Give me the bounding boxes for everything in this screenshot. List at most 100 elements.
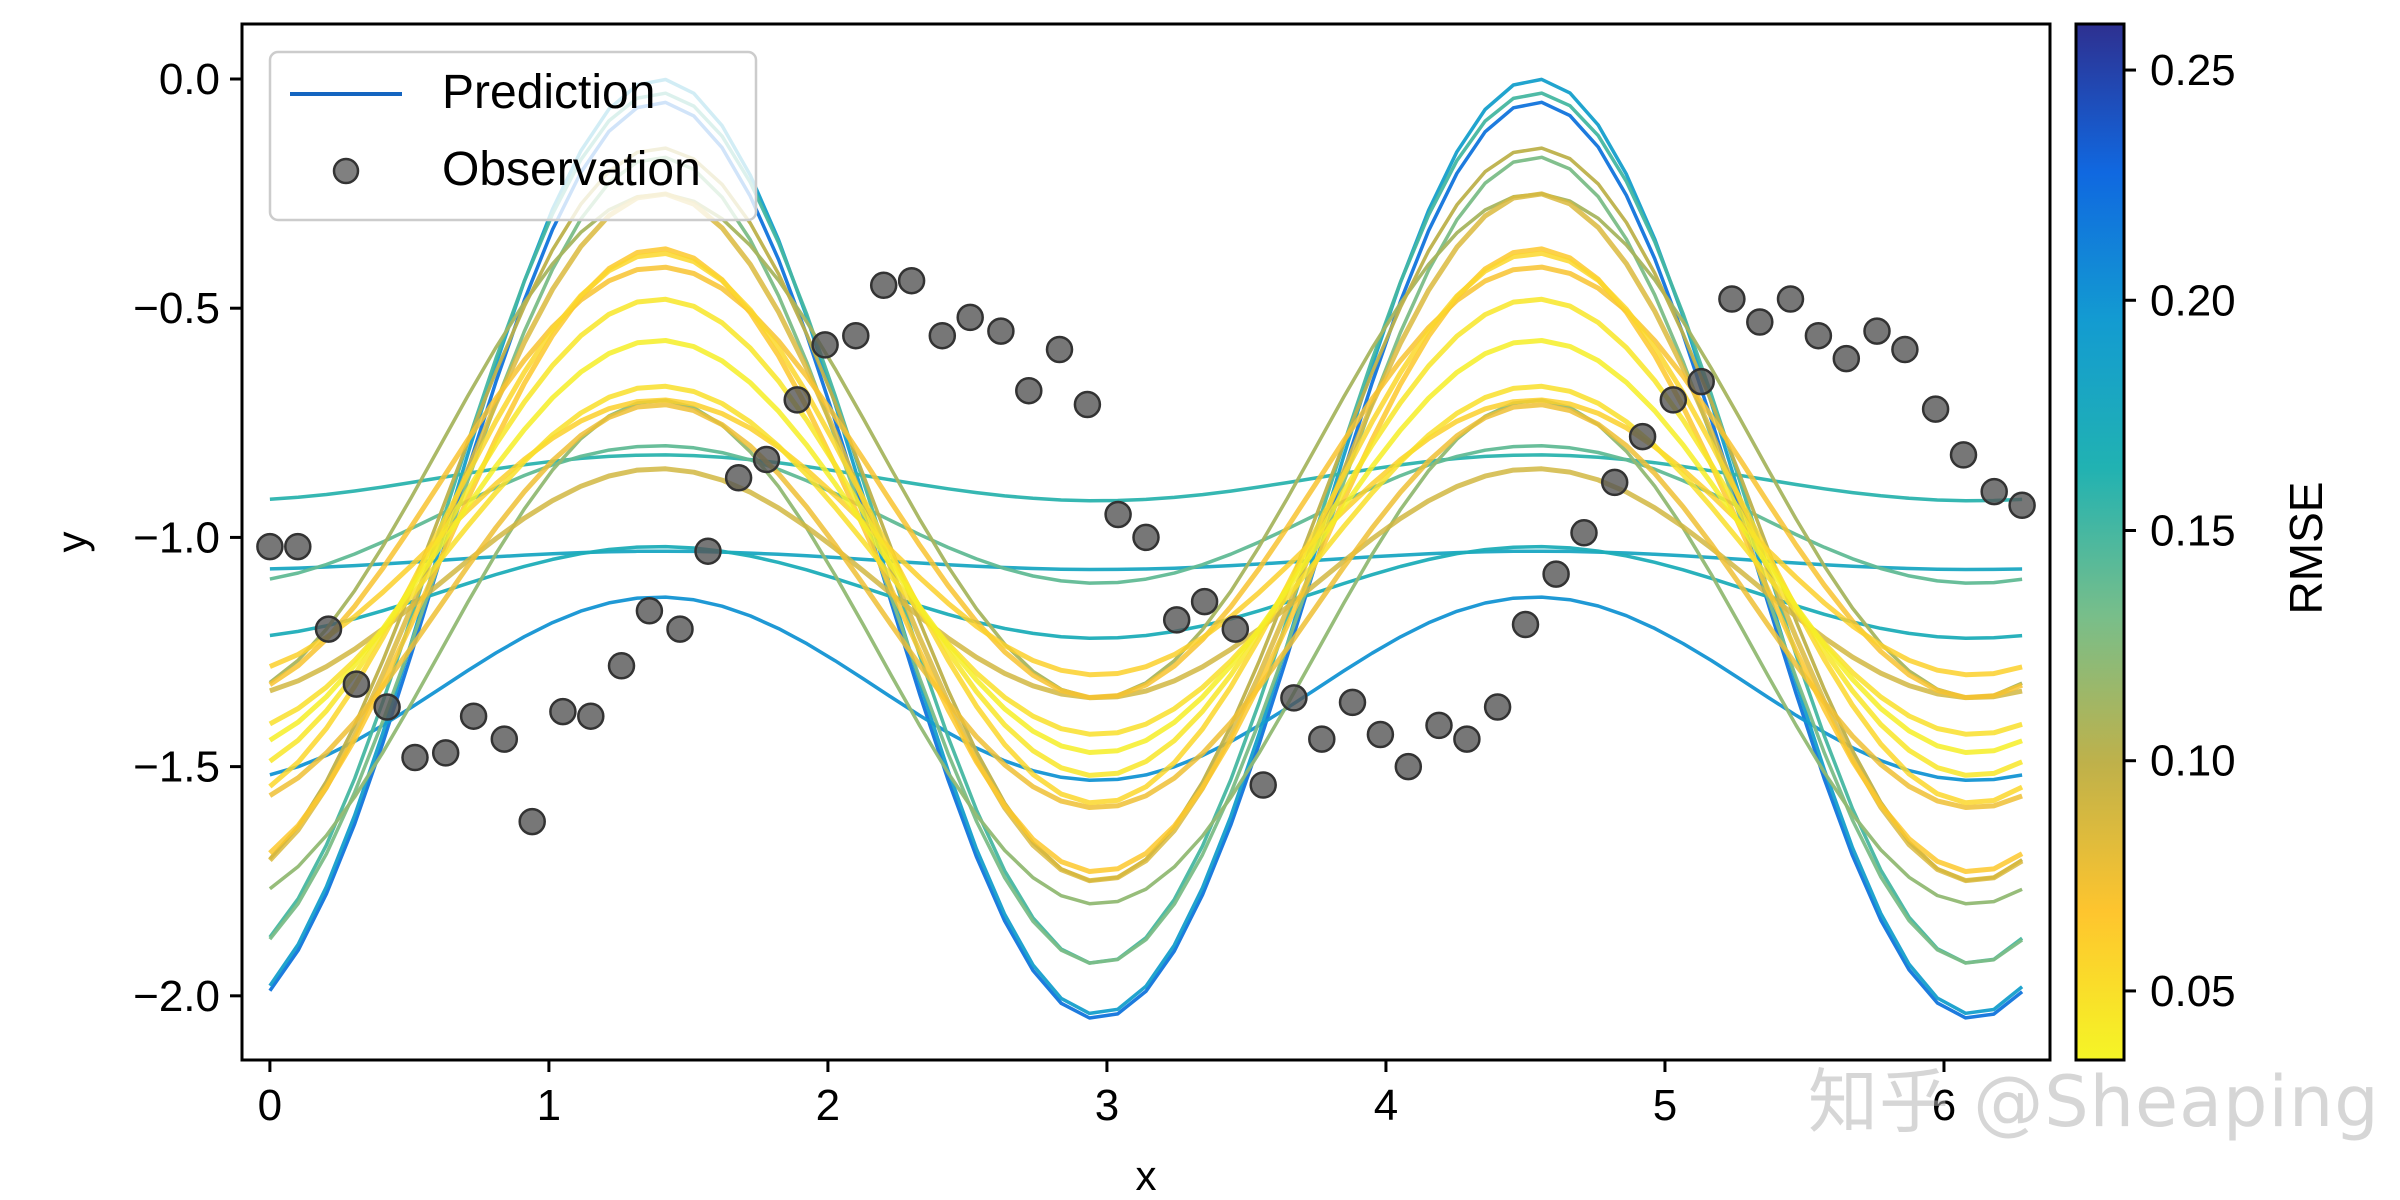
observation-point [342, 670, 371, 698]
observation-point [724, 464, 753, 492]
observation-point [1542, 560, 1570, 588]
colorbar-tick-label: 0.15 [2150, 506, 2236, 555]
observation-point [694, 537, 722, 565]
observation-point [1280, 684, 1308, 712]
prediction-curve [269, 466, 2023, 701]
observation-point [635, 597, 664, 625]
observation-point [2008, 491, 2036, 520]
observation-point [401, 743, 429, 772]
observation-point [1570, 519, 1598, 547]
y-axis-label: y [48, 532, 95, 553]
observation-point [783, 386, 811, 414]
prediction-curve [269, 453, 2023, 503]
observation-point [1249, 771, 1277, 799]
prediction-curve [269, 595, 2023, 782]
legend: Prediction Observation [268, 50, 758, 222]
observation-point [928, 321, 957, 350]
x-tick-label: 1 [537, 1081, 561, 1130]
prediction-curve [268, 338, 2023, 755]
colorbar-gradient [2074, 22, 2126, 1062]
observation-point [1015, 376, 1043, 405]
prediction-curve [268, 402, 2023, 810]
observation-point [1863, 317, 1891, 345]
colorbar-tick-label: 0.25 [2150, 46, 2236, 95]
observation-point [256, 532, 284, 561]
plot-frame [240, 22, 2052, 1062]
y-tick-label: 0.0 [159, 55, 220, 104]
observation-point [1190, 587, 1219, 616]
observation-point [577, 702, 605, 730]
observation-point [1104, 500, 1132, 529]
x-tick-label: 5 [1653, 1081, 1677, 1130]
observation-point [1746, 308, 1774, 336]
observation-point [1718, 285, 1746, 313]
x-tick-label: 4 [1374, 1081, 1398, 1130]
observation-point [1804, 321, 1833, 350]
observation-point [1891, 335, 1919, 364]
observation-point [459, 702, 488, 730]
observation-point [431, 739, 460, 767]
y-axis-ticks: 0.0 −0.5 −1.0 −1.5 −2.0 [133, 55, 242, 1021]
observation-point [1483, 693, 1512, 721]
observation-point [490, 725, 519, 753]
observation-point [1073, 390, 1102, 419]
observation-point [752, 445, 781, 474]
prediction-curve [268, 398, 2023, 906]
observation-point [1659, 386, 1688, 414]
prediction-curve [268, 383, 2023, 737]
observation-point [1921, 395, 1950, 423]
observation-point [1366, 720, 1395, 749]
observation-point [666, 615, 694, 643]
observation-point [1394, 752, 1423, 781]
legend-label-prediction: Prediction [442, 66, 655, 119]
observation-point [518, 807, 546, 836]
observation-point [1980, 477, 2008, 506]
colorbar-label: RMSE [2280, 482, 2332, 615]
observation-point [1600, 468, 1629, 497]
x-axis-label: x [1136, 1152, 1157, 1199]
observation-points [256, 266, 2036, 836]
y-tick-label: −0.5 [133, 284, 220, 333]
prediction-curve [269, 549, 2023, 572]
observation-point [1687, 367, 1715, 396]
observation-point [1221, 615, 1250, 643]
observation-point [811, 331, 839, 359]
x-tick-label: 6 [1932, 1081, 1956, 1130]
y-tick-label: −1.5 [133, 743, 220, 792]
colorbar-tick-label: 0.05 [2150, 967, 2236, 1016]
colorbar-tick-label: 0.10 [2150, 737, 2236, 786]
observation-point [314, 615, 343, 643]
observation-point [549, 697, 577, 726]
observation-point [1453, 725, 1481, 753]
observation-point [1628, 422, 1657, 451]
observation-point [897, 266, 926, 295]
observation-point [1832, 344, 1861, 373]
observation-point [1162, 606, 1191, 634]
legend-label-observation: Observation [442, 143, 701, 196]
y-tick-label: −2.0 [133, 972, 220, 1021]
x-axis-ticks: 0 1 2 3 4 5 6 [258, 1060, 1956, 1130]
legend-marker-swatch [332, 157, 360, 185]
observation-point [1776, 285, 1805, 313]
observation-point [1045, 335, 1074, 364]
prediction-curve [268, 250, 2024, 806]
observation-point [1338, 688, 1367, 717]
colorbar-ticks: 0.05 0.10 0.15 0.20 0.25 [2124, 46, 2236, 1016]
x-tick-label: 2 [816, 1081, 840, 1130]
observation-point [373, 693, 401, 721]
observation-point [1949, 441, 1978, 469]
colorbar-tick-label: 0.20 [2150, 276, 2236, 325]
observation-point [987, 317, 1015, 345]
prediction-curve [269, 544, 2023, 640]
prediction-curve [268, 192, 2023, 700]
observation-point [1511, 610, 1540, 639]
observation-point [1132, 523, 1160, 552]
prediction-curve [268, 296, 2024, 778]
x-tick-label: 3 [1095, 1081, 1119, 1130]
prediction-curves [268, 77, 2024, 1020]
x-tick-label: 0 [258, 1081, 282, 1130]
observation-point [284, 532, 312, 561]
observation-point [607, 652, 636, 680]
observation-point [1308, 725, 1336, 753]
